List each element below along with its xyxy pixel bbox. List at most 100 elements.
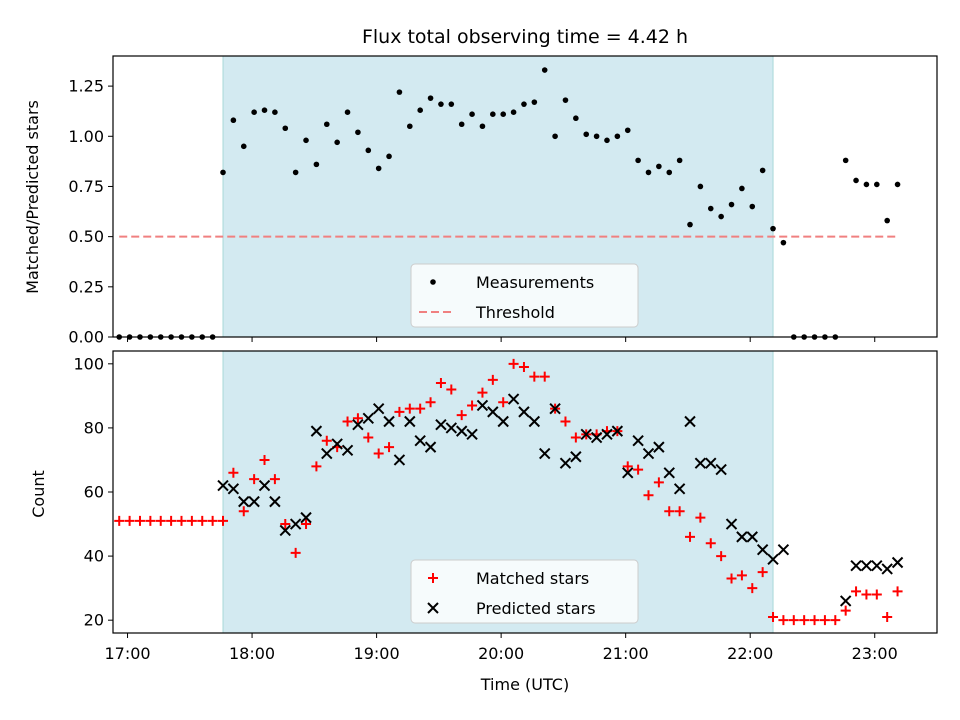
axes-frame <box>112 350 938 634</box>
predicted-star-point <box>850 559 862 572</box>
predicted-star-point <box>455 425 468 437</box>
y-tick-label: 60 <box>84 483 104 502</box>
predicted-star-point <box>632 435 644 447</box>
measurement-point <box>490 111 496 118</box>
measurement-point <box>417 107 423 113</box>
matched-star-point <box>249 474 260 485</box>
y-tick-label: 0.75 <box>68 177 104 196</box>
measurement-point <box>707 205 714 212</box>
x-tick-label: 18:00 <box>229 644 275 663</box>
measurement-point <box>552 133 558 140</box>
predicted-star-point <box>694 457 707 469</box>
matched-star-point <box>529 371 540 382</box>
predicted-star-point <box>445 422 458 434</box>
measurement-point <box>251 109 257 115</box>
axes-frame <box>112 55 938 338</box>
legend-predicted-swatch <box>427 602 439 614</box>
x-tick-label: 21:00 <box>603 644 649 663</box>
y-tick-label: 20 <box>84 611 104 630</box>
measurement-point <box>521 101 527 107</box>
top-panel-ratio-plot: 0.00 0.25 0.50 0.75 1.00 1.25 Measurements Thre… <box>68 55 938 347</box>
matched-star-point <box>269 474 280 485</box>
measurement-point <box>697 183 704 190</box>
matched-star-point <box>539 371 550 382</box>
predicted-star-point <box>518 406 530 418</box>
matched-star-point <box>415 403 426 414</box>
measurement-point <box>624 127 631 134</box>
predicted-star-point <box>248 495 260 508</box>
predicted-star-point <box>860 559 873 572</box>
x-tick-label: 22:00 <box>727 644 773 663</box>
measurement-point <box>676 157 683 164</box>
measurement-point <box>541 67 548 73</box>
bottom-panel-count-plot: 20 40 60 80 100 17:00 18:00 19:00 20:00 21:00 22:0… <box>73 350 938 663</box>
x-tick-label: 23:00 <box>852 644 898 663</box>
matched-star-point <box>467 400 478 411</box>
measurement-point <box>645 169 652 176</box>
matched-star-point <box>685 531 696 542</box>
matched-star-point <box>114 515 125 526</box>
measurement-point <box>479 123 486 130</box>
measurement-point <box>894 181 901 188</box>
measurement-point <box>469 111 475 118</box>
measurement-point <box>635 157 641 164</box>
predicted-star-point <box>881 563 893 575</box>
measurement-point <box>365 147 372 154</box>
predicted-star-point <box>289 518 302 530</box>
matched-star-point <box>321 435 332 446</box>
matched-star-point <box>560 416 571 427</box>
matched-star-point <box>840 605 851 616</box>
measurement-point <box>303 137 309 144</box>
predicted-star-point <box>642 447 655 460</box>
measurement-point <box>396 89 403 95</box>
predicted-star-point <box>756 543 769 556</box>
measurement-point <box>583 131 590 138</box>
predicted-star-point <box>590 431 603 444</box>
predicted-star-point <box>238 495 250 508</box>
matched-star-point <box>664 506 675 517</box>
matched-star-point <box>373 448 384 459</box>
predicted-star-point <box>424 441 437 453</box>
chart-title: Flux total observing time = 4.42 h <box>362 26 688 48</box>
matched-star-point <box>207 515 218 526</box>
bottom-y-axis-label: Count <box>29 470 48 518</box>
measurement-point <box>531 99 538 105</box>
y-tick-label: 100 <box>73 354 104 373</box>
matched-star-point <box>197 515 208 526</box>
y-tick-label: 80 <box>84 418 104 437</box>
y-tick-label: 0.25 <box>68 277 104 296</box>
legend-label: Predicted stars <box>476 599 596 618</box>
matched-star-point <box>622 461 633 472</box>
top-y-axis-label: Matched/Predicted stars <box>23 100 42 294</box>
matched-star-point <box>228 467 239 478</box>
predicted-star-point <box>601 428 613 441</box>
measurement-point <box>718 213 724 220</box>
predicted-star-point <box>227 483 240 495</box>
matched-star-point <box>446 384 457 395</box>
measurement-point <box>344 109 351 115</box>
matched-star-point <box>726 573 737 584</box>
measurement-point <box>240 143 247 150</box>
legend-box <box>410 559 639 624</box>
matched-star-point <box>705 538 716 549</box>
measurement-point <box>614 133 621 140</box>
measurement-point <box>884 217 890 224</box>
matched-star-point <box>736 570 747 581</box>
measurement-point <box>313 161 320 168</box>
predicted-star-point <box>404 415 416 428</box>
measurement-point <box>458 121 465 128</box>
predicted-star-point <box>653 441 665 453</box>
measurement-point <box>323 121 330 128</box>
legend-box <box>410 263 639 328</box>
predicted-star-point <box>777 543 790 556</box>
measurement-point <box>749 203 756 210</box>
predicted-star-point <box>383 415 395 428</box>
matched-star-point <box>363 432 374 443</box>
legend-matched-swatch <box>428 573 438 583</box>
measurement-point <box>438 101 444 107</box>
matched-star-point <box>155 515 166 526</box>
matched-star-point <box>477 387 488 398</box>
measurement-point <box>355 129 361 136</box>
matched-star-point <box>218 515 229 526</box>
measurement-point <box>573 115 579 122</box>
